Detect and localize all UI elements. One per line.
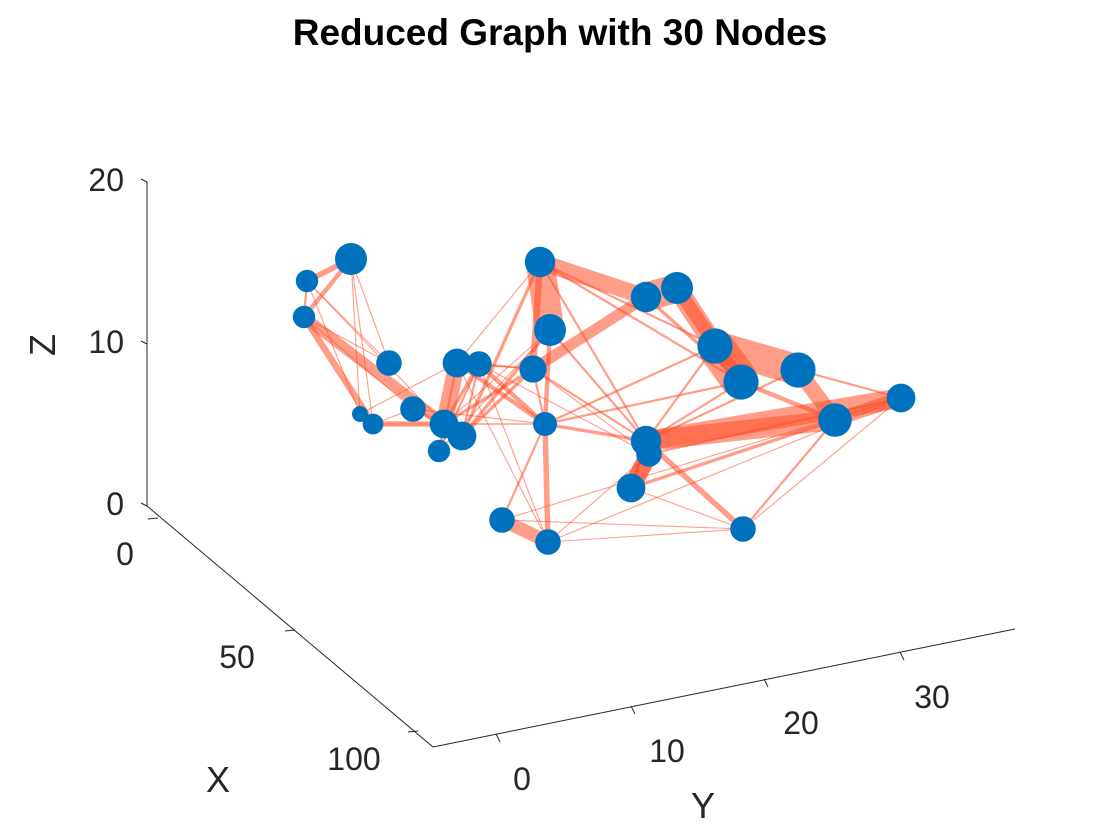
graph-edge <box>547 528 744 543</box>
graph-node <box>535 529 561 555</box>
y-axis-label: Y <box>691 785 715 826</box>
graph-node <box>818 403 852 437</box>
graph-node <box>636 441 662 467</box>
graph-edge <box>412 408 546 425</box>
graph-edge <box>501 519 744 530</box>
graph-edge <box>630 418 836 490</box>
x-axis-line <box>146 505 434 748</box>
graph-edge <box>544 422 647 443</box>
graph-edge <box>644 438 745 532</box>
graph-edge <box>539 261 742 383</box>
graph-edge <box>645 369 799 442</box>
graph-edge <box>742 419 836 530</box>
graph-node <box>886 383 916 413</box>
graph-edge <box>359 362 458 415</box>
graph-node <box>376 350 402 376</box>
x-tick <box>147 517 159 520</box>
graph-node <box>335 243 367 275</box>
y-tick-label: 20 <box>783 705 819 741</box>
graph-edge <box>539 261 647 442</box>
y-tick <box>763 678 769 688</box>
graph-edge <box>500 423 547 521</box>
graph-node <box>697 328 733 364</box>
graph-node <box>292 305 316 329</box>
x-axis-label: X <box>206 759 230 800</box>
graph-edge <box>537 254 649 305</box>
graph-edge <box>797 368 902 400</box>
z-tick-label: 0 <box>106 486 124 522</box>
graph-node <box>519 355 547 383</box>
graph-edge <box>456 261 541 364</box>
y-tick-label: 0 <box>513 761 531 797</box>
graph-node <box>489 507 515 533</box>
y-tick-label: 30 <box>914 679 950 715</box>
axes <box>140 178 1016 748</box>
y-axis-line <box>432 628 1016 748</box>
y-tick <box>630 705 636 715</box>
x-tick <box>407 730 419 733</box>
graph-node <box>780 352 816 388</box>
axis-labels: 0 10 20 0 50 100 0 10 20 30 Z X Y <box>22 162 950 826</box>
z-tick <box>140 502 148 507</box>
y-tick <box>899 651 905 661</box>
graph-edge <box>303 316 414 410</box>
y-tick <box>495 733 501 743</box>
graph-edge <box>644 295 743 384</box>
graph-edge <box>544 345 716 425</box>
edges-layer <box>300 254 904 548</box>
graph-edge <box>460 261 542 437</box>
graph-edge <box>645 345 716 442</box>
graph-node <box>533 412 557 436</box>
graph-node <box>661 272 693 304</box>
z-tick <box>140 178 148 183</box>
graph-edge <box>350 258 374 425</box>
nodes-layer <box>292 243 916 555</box>
chart-title: Reduced Graph with 30 Nodes <box>292 12 828 53</box>
graph-node <box>362 413 384 435</box>
graph-edge <box>478 363 549 543</box>
graph-edge <box>644 388 903 451</box>
graph-node <box>295 269 319 293</box>
graph-node <box>534 314 566 346</box>
graph-edge <box>742 397 902 530</box>
graph-node <box>630 281 662 313</box>
graph-edge <box>350 258 390 364</box>
graph-edge <box>549 329 647 442</box>
graph-node <box>723 364 759 400</box>
z-axis-label: Z <box>22 334 63 356</box>
graph-edge <box>544 380 742 426</box>
graph-edge <box>460 367 535 438</box>
graph-edge <box>547 453 650 543</box>
graph-edge <box>350 258 361 415</box>
graph-edge <box>532 368 647 442</box>
z-tick-label: 10 <box>88 324 124 360</box>
x-tick <box>284 629 296 632</box>
graph-edge <box>648 396 902 456</box>
graph-node <box>524 246 556 278</box>
graph-node <box>427 439 451 463</box>
graph-node <box>447 421 477 451</box>
z-tick-label: 20 <box>88 162 124 198</box>
x-tick-label: 50 <box>219 639 255 675</box>
graph-edge <box>630 487 744 530</box>
graph-node <box>730 516 756 542</box>
graph-edge <box>456 362 549 543</box>
y-tick-label: 10 <box>649 733 685 769</box>
z-tick <box>140 340 148 345</box>
x-tick-label: 100 <box>327 741 380 777</box>
graph-edge <box>542 423 551 543</box>
graph-edge <box>530 292 649 374</box>
graph-edge <box>478 363 650 455</box>
graph-edge <box>532 368 650 455</box>
x-tick-label: 0 <box>116 536 134 572</box>
graph-node <box>352 406 368 422</box>
graph-node <box>442 348 472 378</box>
graph-node <box>466 351 492 377</box>
graph-edge <box>645 381 742 442</box>
graph-node <box>400 396 426 422</box>
graph-node <box>620 475 644 499</box>
